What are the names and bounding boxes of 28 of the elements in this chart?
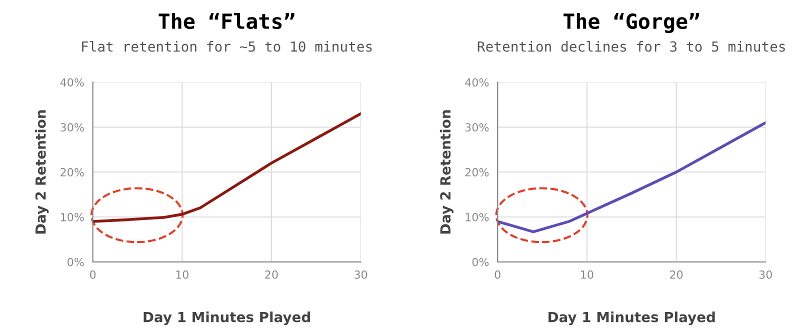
y-tick-label: 40% (60, 78, 84, 87)
chart-title: The “Flats” (158, 12, 294, 30)
x-tick-label: 20 (670, 270, 683, 279)
y-tick-label: 20% (465, 168, 489, 176)
y-tick-label: 40% (465, 78, 489, 87)
x-tick-label: 10 (581, 270, 594, 279)
chart-title: The “Gorge” (564, 12, 700, 34)
x-tick-label: 10 (176, 270, 188, 279)
x-tick-label: 0 (494, 270, 500, 279)
chart-subtitle: Retention declines for 3 to 5 minutes (478, 40, 785, 52)
y-tick-label: 0% (68, 258, 84, 266)
y-tick-label: 10% (466, 212, 489, 222)
y-tick-label: 20% (60, 168, 84, 176)
x-axis-title: Day 1 Minutes Played (548, 312, 715, 326)
y-tick-label: 30% (60, 123, 84, 132)
chart-subtitle: Flat retention for ~5 to 10 minutes (82, 40, 372, 52)
y-tick-label: 30% (465, 123, 489, 132)
x-tick-label: 20 (265, 270, 278, 279)
y-axis-title: Day 2 Retention (35, 110, 49, 234)
y-tick-label: 10% (60, 212, 84, 222)
y-tick-label: 0% (472, 258, 489, 266)
line-series (498, 121, 766, 234)
x-tick-label: 30 (354, 270, 368, 279)
line-series (92, 112, 361, 223)
x-axis-title: Day 1 Minutes Played (144, 312, 310, 326)
x-tick-label: 30 (759, 270, 772, 279)
x-tick-label: 0 (90, 270, 96, 279)
y-axis-title: Day 2 Retention (440, 110, 454, 234)
